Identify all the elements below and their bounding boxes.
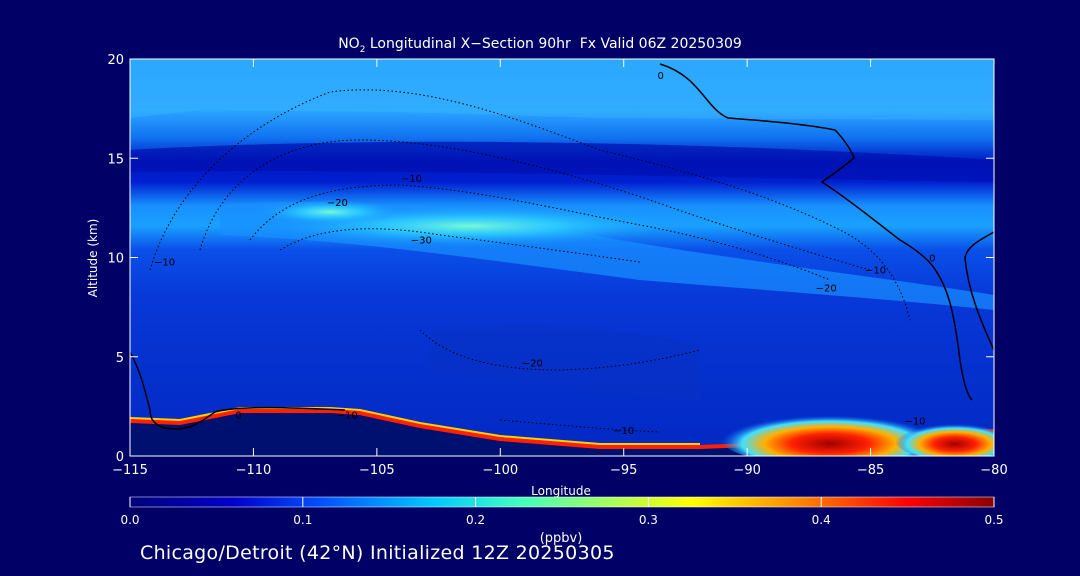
plume-east: [720, 410, 940, 456]
contour-label: −10: [904, 416, 925, 427]
mid-dark-patch: [430, 325, 700, 400]
contour-label: −30: [411, 236, 432, 247]
x-axis: −115 −110 −105 −100 −95 −90 −85 −80: [112, 59, 1008, 478]
y-tick-label: 0: [116, 450, 124, 465]
y-axis-label: Altitude (km): [86, 219, 100, 298]
colorbar-tick-label: 0.3: [639, 513, 658, 527]
x-tick-label: −85: [857, 463, 884, 478]
x-tick-label: −115: [112, 463, 148, 478]
contour-labels: 0 −10 −20 −30 −10 −20 −10 0 −10 −10 −20 0 −10: [154, 71, 935, 437]
negative-contours: [149, 89, 911, 433]
contour-label: −20: [816, 283, 837, 294]
x-axis-label: Longitude: [531, 484, 591, 498]
no2-field: [130, 59, 994, 456]
boundary-layer-yellow: [130, 407, 700, 445]
x-tick-label: −90: [733, 463, 760, 478]
contour-label: −10: [337, 410, 358, 421]
footer-caption: Chicago/Detroit (42°N) Initialized 12Z 2…: [140, 542, 615, 564]
colorbar-tick-label: 0.1: [293, 513, 312, 527]
colorbar-ticks: 0.0 0.1 0.2 0.3 0.4 0.5: [120, 497, 1004, 527]
x-tick-label: −80: [980, 463, 1007, 478]
contour-label: 0: [658, 71, 664, 82]
contour-label: −20: [522, 359, 543, 370]
x-tick-label: −95: [610, 463, 637, 478]
contour-label: −10: [401, 174, 422, 185]
y-axis: 0 5 10 15 20: [107, 53, 994, 465]
contour-label: 0: [235, 410, 241, 421]
y-tick-label: 20: [107, 53, 124, 68]
chart-title: NO2 Longitudinal X−Section 90hr Fx Valid…: [0, 36, 1080, 55]
contour-label: 0: [929, 254, 935, 265]
x-tick-label: −100: [482, 463, 518, 478]
x-tick-label: −110: [236, 463, 272, 478]
zero-contours: [130, 63, 994, 430]
contour-label: −10: [865, 265, 886, 276]
colorbar-label: (ppbv): [540, 531, 583, 546]
plume-far-east: [895, 420, 994, 456]
y-tick-label: 5: [116, 351, 124, 366]
y-tick-label: 15: [107, 152, 124, 167]
title-molecule: NO: [338, 36, 360, 52]
colorbar-tick-label: 0.4: [812, 513, 831, 527]
low-band: [130, 141, 994, 182]
x-tick-label: −105: [359, 463, 395, 478]
colorbar: [129, 496, 995, 508]
title-rest: Longitudinal X−Section 90hr Fx Valid 06Z…: [365, 36, 742, 52]
contour-label: −10: [613, 426, 634, 437]
contour-label: −20: [327, 198, 348, 209]
jet-core-west: [260, 200, 400, 224]
contour-label: −10: [154, 257, 175, 268]
colorbar-tick-label: 0.2: [466, 513, 485, 527]
colorbar-tick-label: 0.5: [984, 513, 1003, 527]
title-subscript: 2: [359, 44, 366, 55]
colorbar-tick-label: 0.0: [120, 513, 139, 527]
y-tick-label: 10: [107, 252, 124, 267]
upper-layer-highlight: [130, 59, 994, 120]
